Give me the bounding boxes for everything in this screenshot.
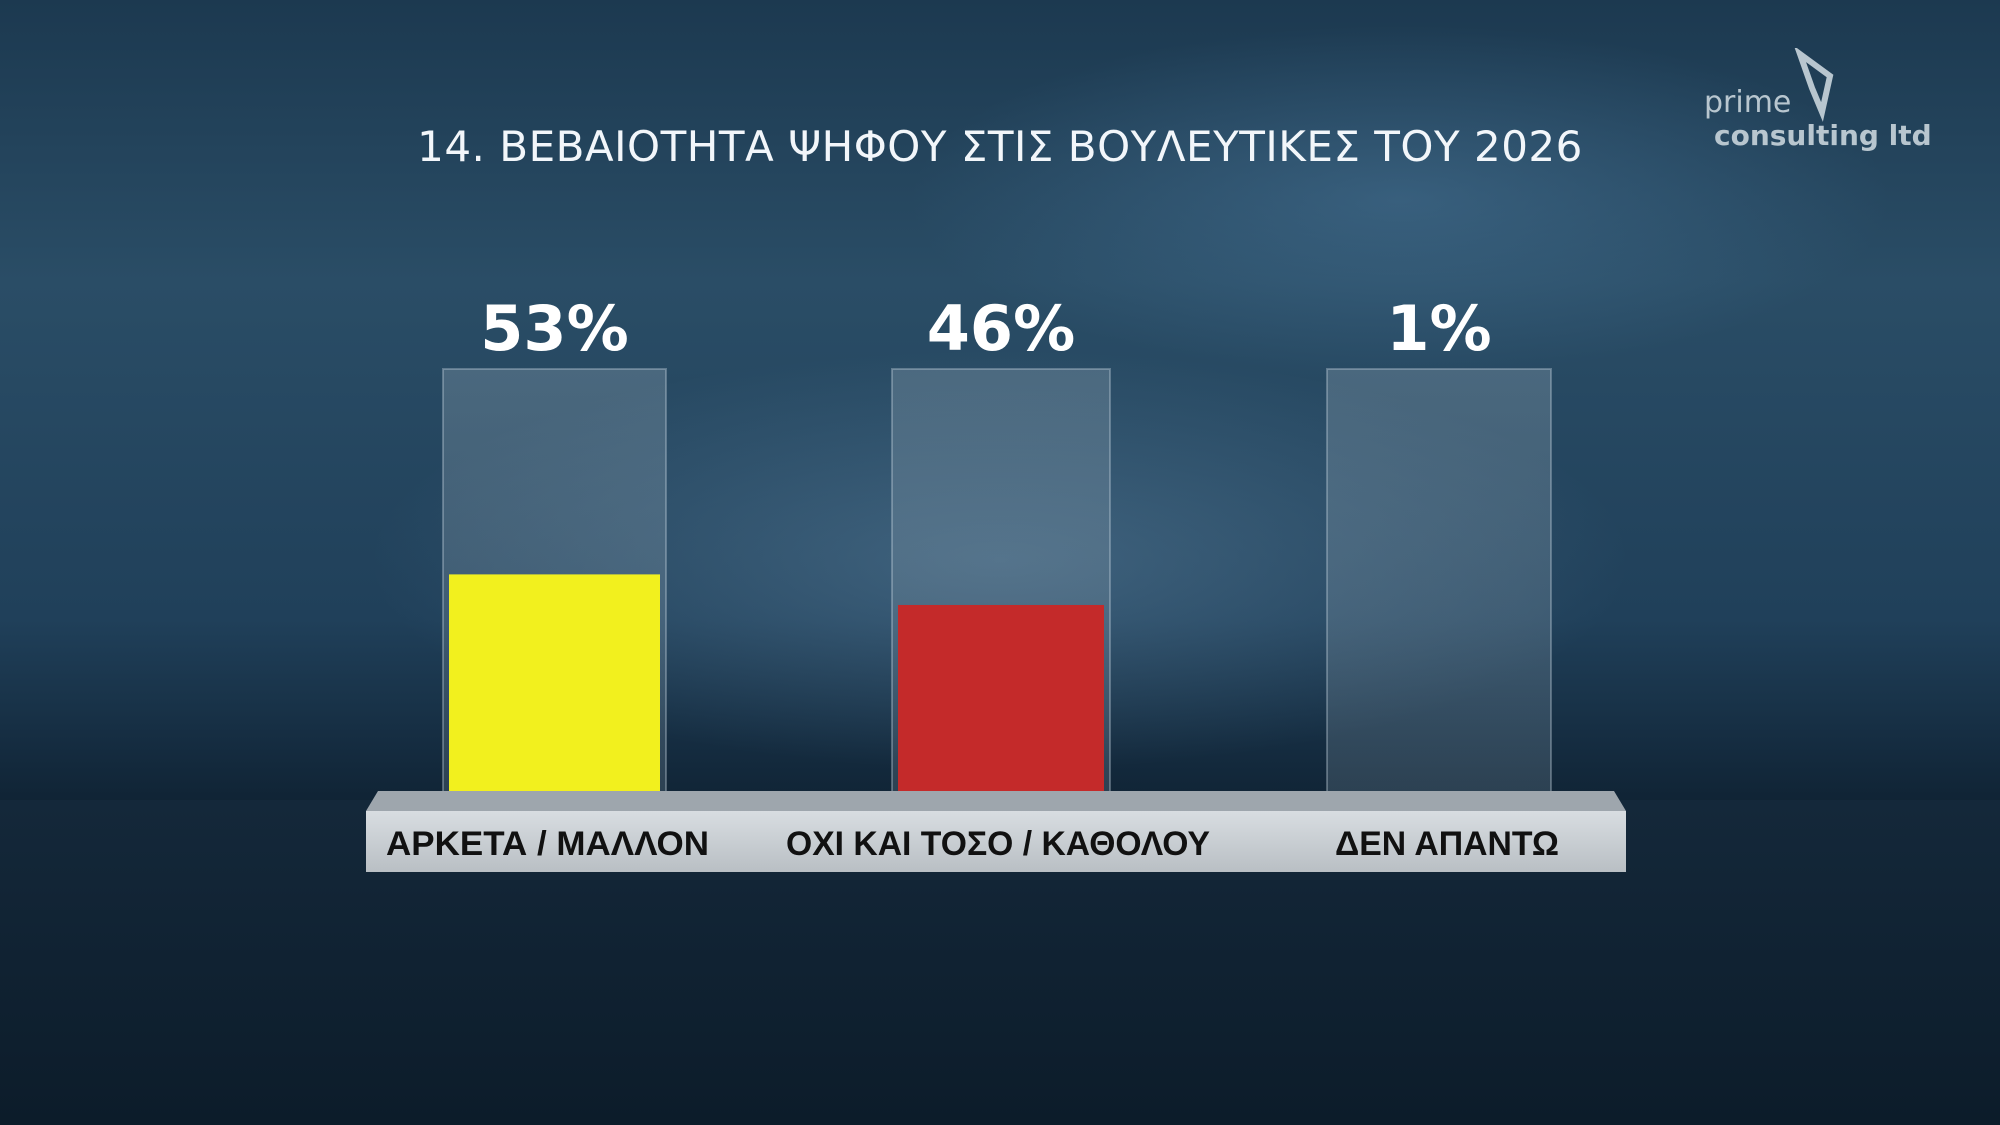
logo-line2: consulting ltd <box>1714 119 1932 152</box>
category-label: ΟΧΙ ΚΑΙ ΤΟΣΟ / ΚΑΘΟΛΟΥ <box>786 825 1210 863</box>
data-label: 1% <box>1386 292 1491 365</box>
data-label: 46% <box>927 292 1075 365</box>
chart-title: 14. ΒΕΒΑΙΟΤΗΤΑ ΨΗΦΟΥ ΣΤΙΣ ΒΟΥΛΕΥΤΙΚΕΣ ΤΟ… <box>417 122 1583 171</box>
platform-front <box>366 811 1626 872</box>
bar <box>449 574 660 806</box>
data-label: 53% <box>480 292 628 365</box>
logo: prime consulting ltd <box>1700 48 1932 158</box>
platform-top <box>366 791 1626 811</box>
logo-line1: prime <box>1704 85 1792 120</box>
logo-star-icon <box>1794 48 1834 122</box>
bar <box>898 604 1104 806</box>
category-label: ΑΡΚΕΤΑ / ΜΑΛΛΟΝ <box>386 825 709 863</box>
category-label: ΔΕΝ ΑΠΑΝΤΩ <box>1335 825 1559 863</box>
bar-glass <box>1326 368 1552 807</box>
